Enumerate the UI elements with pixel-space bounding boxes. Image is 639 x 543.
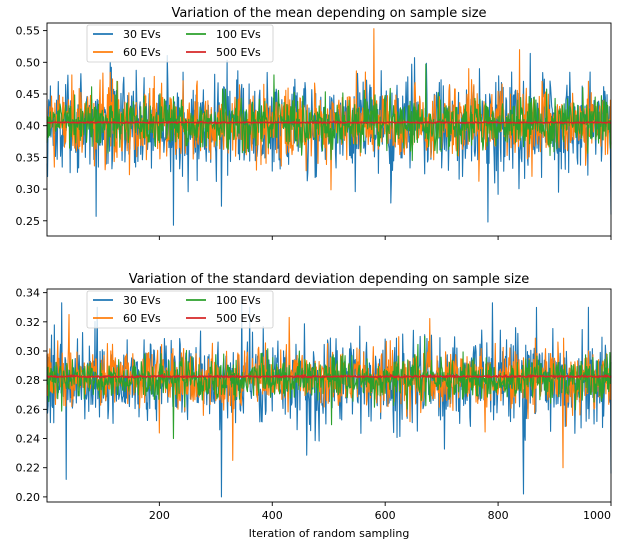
std-plot-frame bbox=[46, 288, 612, 503]
std-x-tick-label: 1000 bbox=[583, 509, 611, 522]
std-y-tick-label: 0.22 bbox=[16, 462, 41, 475]
std-y-tick-label: 0.30 bbox=[16, 345, 41, 358]
std-y-tick-label: 0.34 bbox=[16, 287, 41, 300]
std-y-axis: 0.20 0.22 0.24 0.26 0.28 0.30 0.32 0.34 bbox=[16, 287, 47, 504]
mean-y-tick-label: 0.25 bbox=[16, 215, 41, 228]
mean-legend-box bbox=[86, 24, 274, 63]
std-series-500-evs bbox=[46, 373, 612, 379]
std-series-layer bbox=[46, 302, 612, 498]
std-y-tick-label: 0.28 bbox=[16, 374, 41, 387]
std-legend-label-100: 100 EVs bbox=[216, 294, 261, 307]
mean-legend-label-60: 60 EVs bbox=[123, 46, 161, 59]
std-y-tick-label: 0.26 bbox=[16, 403, 41, 416]
std-x-tick-label: 800 bbox=[488, 509, 509, 522]
mean-plot-frame bbox=[46, 22, 612, 237]
std-series-100-evs bbox=[46, 335, 612, 440]
std-y-tick-label: 0.32 bbox=[16, 316, 41, 329]
mean-series-layer bbox=[46, 28, 612, 226]
mean-y-tick-label: 0.55 bbox=[16, 25, 41, 38]
mean-series-500-evs bbox=[46, 120, 612, 125]
mean-legend-label-30: 30 EVs bbox=[123, 28, 161, 41]
mean-y-tick-label: 0.40 bbox=[16, 120, 41, 133]
std-legend: 30 EVs 60 EVs 100 EVs 500 EVs bbox=[86, 290, 274, 329]
mean-y-tick-label: 0.35 bbox=[16, 151, 41, 164]
mean-y-axis: 0.25 0.30 0.35 0.40 0.45 0.50 0.55 bbox=[16, 25, 47, 228]
mean-y-tick-label: 0.45 bbox=[16, 88, 41, 101]
std-x-tick-label: 400 bbox=[262, 509, 283, 522]
std-legend-label-30: 30 EVs bbox=[123, 294, 161, 307]
mean-x-axis bbox=[158, 236, 612, 240]
std-legend-label-60: 60 EVs bbox=[123, 312, 161, 325]
mean-y-tick-label: 0.30 bbox=[16, 183, 41, 196]
mean-chart-title: Variation of the mean depending on sampl… bbox=[171, 6, 486, 21]
mean-chart: Variation of the mean depending on sampl… bbox=[16, 6, 612, 240]
std-x-axis: 200 400 600 800 1000 bbox=[149, 502, 612, 522]
std-legend-box bbox=[86, 290, 274, 329]
mean-y-tick-label: 0.50 bbox=[16, 56, 41, 69]
std-chart: Variation of the standard deviation depe… bbox=[16, 272, 612, 540]
std-chart-title: Variation of the standard deviation depe… bbox=[129, 272, 529, 287]
mean-legend-label-100: 100 EVs bbox=[216, 28, 261, 41]
mean-legend-label-500: 500 EVs bbox=[216, 46, 261, 59]
std-x-axis-label: Iteration of random sampling bbox=[249, 527, 410, 540]
std-y-tick-label: 0.24 bbox=[16, 433, 41, 446]
std-x-tick-label: 600 bbox=[375, 509, 396, 522]
std-legend-label-500: 500 EVs bbox=[216, 312, 261, 325]
std-x-tick-label: 200 bbox=[149, 509, 170, 522]
std-y-tick-label: 0.20 bbox=[16, 491, 41, 504]
mean-legend: 30 EVs 60 EVs 100 EVs 500 EVs bbox=[86, 24, 274, 63]
